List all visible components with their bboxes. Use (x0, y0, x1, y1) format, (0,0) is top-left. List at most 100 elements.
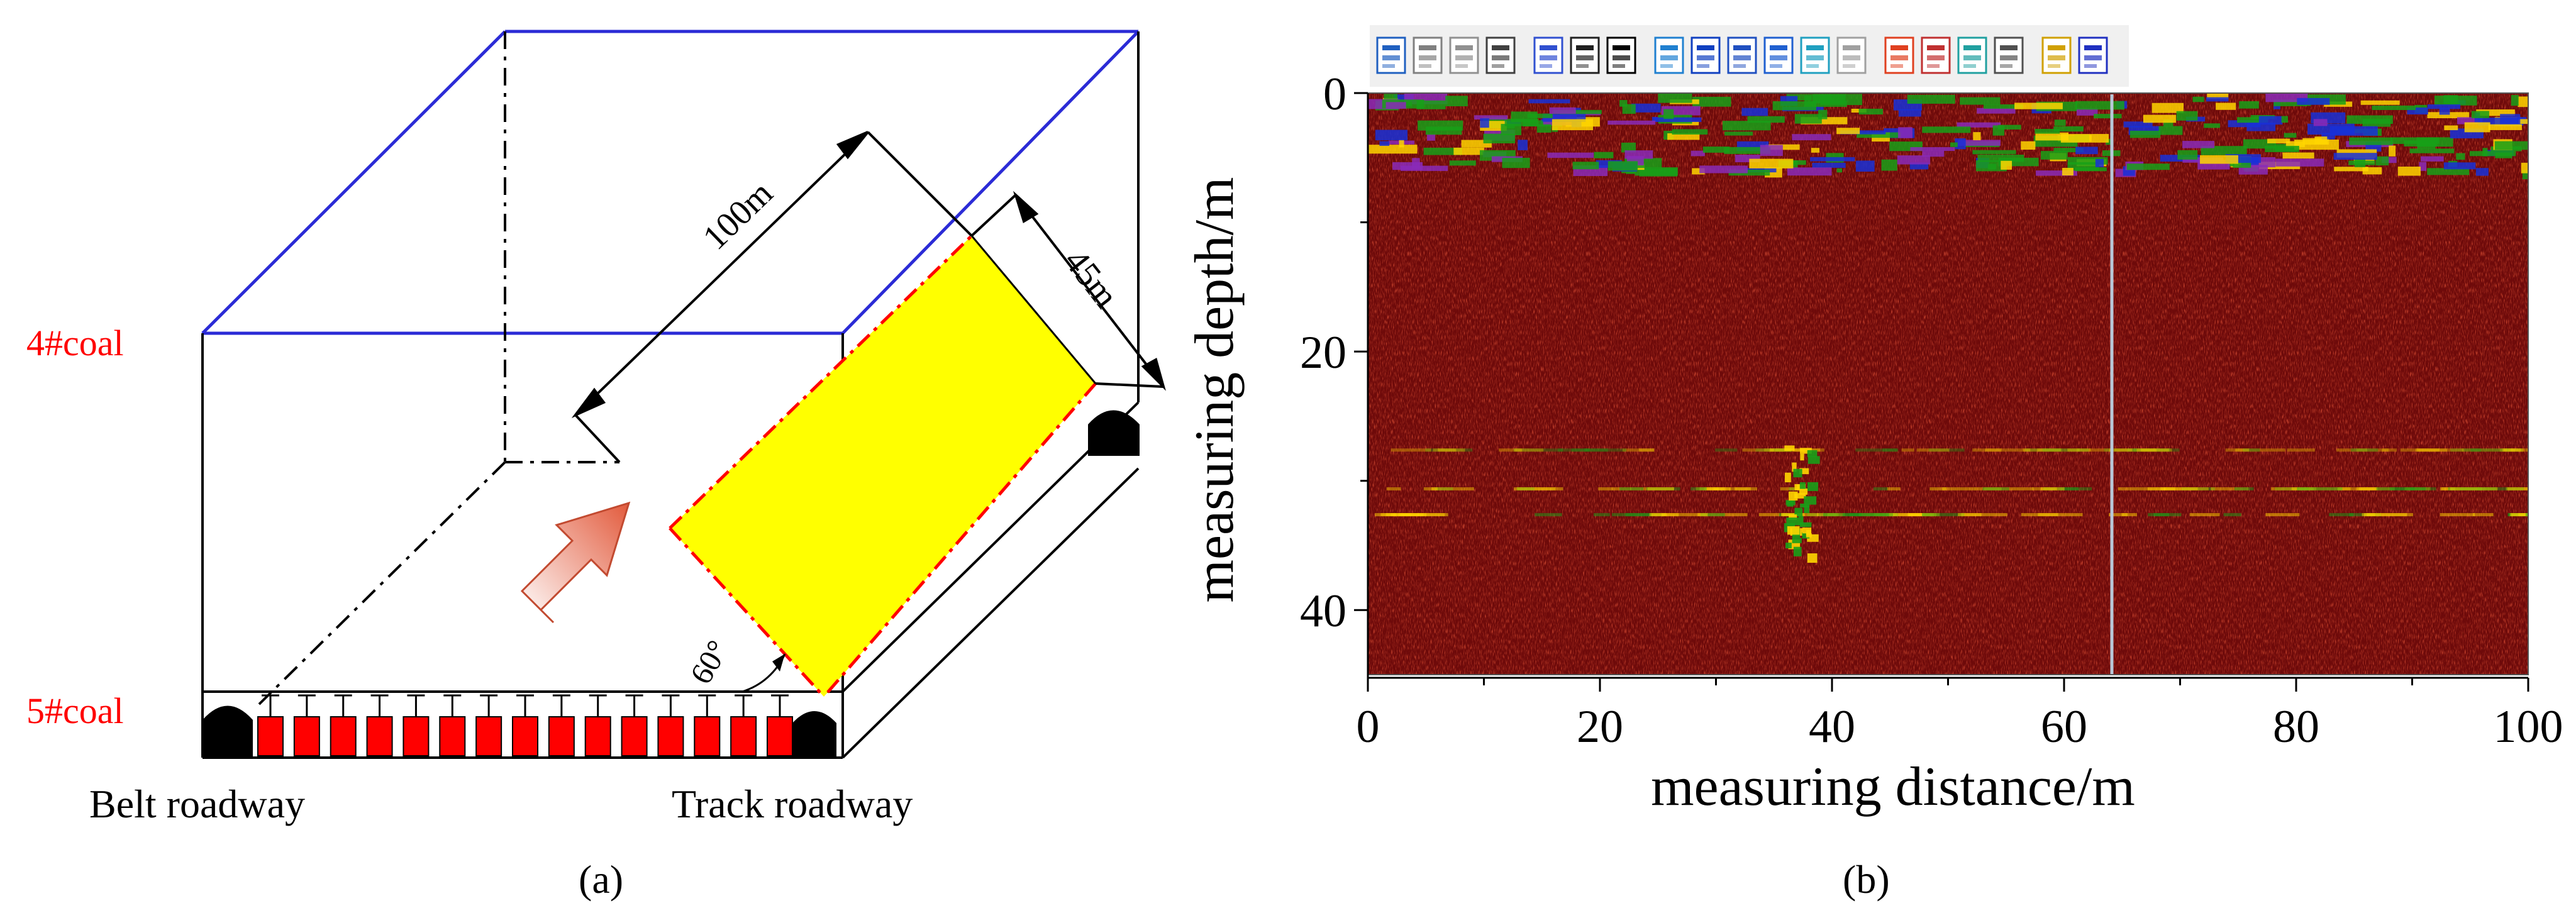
anomaly-blob (1807, 456, 1820, 464)
reflector-segment (1513, 448, 1563, 452)
reflector-segment (1984, 487, 2034, 490)
surface-band-segment (1922, 126, 1971, 133)
surface-band-segment (1960, 97, 2001, 105)
reflector-segment (2043, 487, 2092, 490)
reflector-segment (2136, 448, 2172, 452)
reflector-segment (2450, 487, 2498, 490)
surface-band-segment (2075, 147, 2098, 155)
cursor-marker-icon[interactable] (1570, 36, 1600, 74)
surface-band-segment (1977, 155, 2024, 162)
surface-band-segment (2334, 167, 2368, 172)
x-tick-label: 100 (2494, 701, 2563, 753)
surface-band-segment (2035, 132, 2069, 141)
wave-trace-icon[interactable] (1763, 36, 1794, 74)
reflector-segment (2270, 487, 2316, 490)
dimension-45m (970, 191, 1166, 391)
reflector-segment (2336, 448, 2368, 452)
wiggle-icon[interactable] (1690, 36, 1721, 74)
reflector-segment (1704, 487, 1725, 490)
anomaly-blob (1785, 543, 1792, 548)
reflector-segment (1571, 448, 1608, 452)
wave-select-icon[interactable] (1727, 36, 1757, 74)
surface-band-segment (2258, 116, 2283, 125)
surface-band-segment (1973, 132, 1981, 141)
anomaly-blob (1800, 453, 1804, 461)
cut-icon[interactable] (1413, 36, 1443, 74)
surface-band-segment (2362, 167, 2382, 175)
reflector-segment (2114, 448, 2157, 452)
color-palette-icon[interactable] (1884, 36, 1914, 74)
dim-100m-label: 100m (696, 174, 780, 257)
surface-band-segment (1702, 147, 1730, 153)
eraser-icon[interactable] (1836, 36, 1867, 74)
reflector-segment (2472, 513, 2494, 517)
surface-band-segment (2313, 119, 2328, 126)
reflector-segment (2235, 487, 2254, 490)
surface-band-segment (2182, 141, 2214, 148)
color-wave-icon[interactable] (1921, 36, 1951, 74)
3d-view-icon[interactable] (1800, 36, 1830, 74)
surface-band-segment (1787, 167, 1832, 176)
surface-band-segment (2129, 130, 2161, 138)
reflector-segment (1598, 487, 1613, 490)
wave-display-icon[interactable] (1654, 36, 1684, 74)
reflector-segment (1696, 487, 1731, 490)
windows-icon[interactable] (1533, 36, 1563, 74)
reflector-segment (1700, 513, 1725, 517)
hydraulic-support (293, 694, 320, 756)
surface-band-segment (1504, 118, 1539, 126)
surface-band-segment (1549, 107, 1576, 114)
surface-band-segment (2511, 95, 2519, 106)
reflector-segment (1431, 487, 1474, 490)
y-tick-label: 0 (1323, 69, 1346, 120)
surface-band-segment (1483, 133, 1516, 143)
reflector-segment (2511, 513, 2528, 517)
x-tick-label: 0 (1357, 701, 1380, 753)
surface-band-segment (2021, 141, 2036, 150)
reflector-segment (1517, 487, 1563, 490)
surface-band-segment (1379, 141, 1390, 147)
anomaly-blob (1793, 468, 1802, 478)
reflector-segment (1425, 448, 1473, 452)
reflector-segment (2526, 448, 2528, 452)
reflector-segment (1584, 448, 1626, 452)
hydraulic-support (512, 694, 538, 756)
surface-band-segment (1375, 130, 1408, 141)
reflector-segment (2375, 487, 2415, 490)
print-icon[interactable] (1994, 36, 2024, 74)
reflector-segment (1594, 513, 1610, 517)
y-tick-label: 40 (1300, 585, 1346, 637)
surface-band-segment (1855, 160, 1875, 172)
monitor-icon[interactable] (1957, 36, 1987, 74)
reflector-segment (2040, 487, 2065, 490)
help-icon[interactable] (2041, 36, 2072, 74)
copy-icon[interactable] (1449, 36, 1479, 74)
reflector-segment (1982, 487, 2009, 490)
surface-band-segment (1572, 162, 1599, 170)
reflector-segment (2023, 448, 2062, 452)
reflector-segment (2357, 448, 2389, 452)
surface-band-segment (2237, 117, 2268, 123)
paste-icon[interactable] (1485, 36, 1516, 74)
reflector-segment (2243, 448, 2260, 452)
black-box-icon[interactable] (1606, 36, 1636, 74)
reflector-segment (1625, 513, 1653, 517)
surface-band-segment (1922, 150, 1945, 157)
surface-band-segment (1368, 145, 1418, 154)
new-file-icon[interactable] (1376, 36, 1406, 74)
context-help-icon[interactable] (2078, 36, 2108, 74)
reflector-segment (1639, 448, 1655, 452)
surface-band-segment (2333, 153, 2377, 160)
surface-band-segment (2294, 140, 2340, 150)
anomaly-blob (1786, 517, 1799, 526)
reflector-segment (1630, 487, 1674, 490)
surface-band-segment (2476, 109, 2515, 116)
surface-band-segment (2239, 101, 2259, 109)
reflector-segment (2357, 487, 2377, 490)
surface-band-segment (2060, 134, 2109, 143)
reflector-segment (2153, 513, 2182, 517)
surface-band-segment (1820, 94, 1862, 106)
x-tick-marks (1367, 678, 2529, 692)
surface-band-segment (1502, 157, 1530, 169)
surface-band-segment (1910, 147, 1955, 152)
